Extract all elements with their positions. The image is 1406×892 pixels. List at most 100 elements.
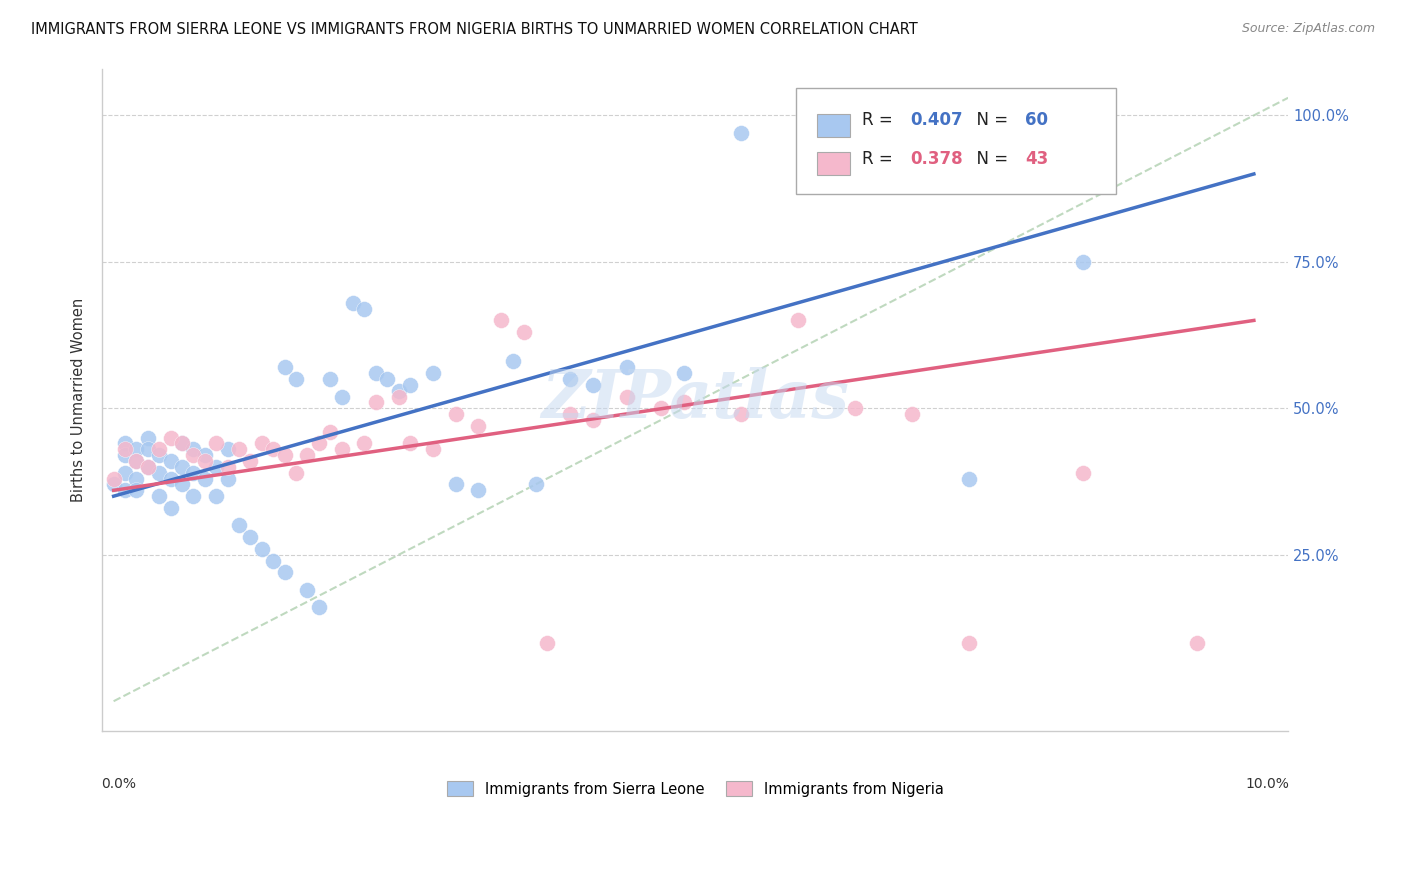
Point [513, 325, 536, 339]
Point [125, 472, 148, 486]
Point [217, 459, 239, 474]
Point [159, 500, 181, 515]
Point [388, 390, 411, 404]
Point [467, 483, 489, 498]
Text: ZIPatlas: ZIPatlas [541, 367, 849, 432]
Point [399, 436, 422, 450]
Point [330, 442, 353, 457]
Point [159, 454, 181, 468]
Point [239, 454, 262, 468]
Point [136, 431, 159, 445]
Point [558, 372, 581, 386]
Text: R =: R = [862, 150, 898, 168]
Point [581, 413, 603, 427]
Point [262, 553, 284, 567]
Point [308, 436, 330, 450]
Text: 43: 43 [1025, 150, 1047, 168]
Point [901, 407, 924, 421]
Point [114, 466, 136, 480]
Point [136, 459, 159, 474]
Point [308, 600, 330, 615]
Point [957, 472, 980, 486]
Point [319, 425, 342, 439]
FancyBboxPatch shape [817, 152, 851, 175]
Point [524, 477, 547, 491]
Legend: Immigrants from Sierra Leone, Immigrants from Nigeria: Immigrants from Sierra Leone, Immigrants… [440, 776, 949, 803]
Point [217, 442, 239, 457]
Point [114, 448, 136, 462]
Point [1071, 466, 1094, 480]
Point [125, 454, 148, 468]
Point [217, 472, 239, 486]
Point [558, 407, 581, 421]
Point [353, 436, 375, 450]
Point [136, 442, 159, 457]
Point [148, 448, 170, 462]
Point [491, 313, 513, 327]
Point [730, 126, 752, 140]
Point [125, 454, 148, 468]
Point [388, 384, 411, 398]
Point [125, 483, 148, 498]
Text: IMMIGRANTS FROM SIERRA LEONE VS IMMIGRANTS FROM NIGERIA BIRTHS TO UNMARRIED WOME: IMMIGRANTS FROM SIERRA LEONE VS IMMIGRAN… [31, 22, 918, 37]
Point [616, 390, 638, 404]
Point [536, 635, 558, 649]
Point [183, 489, 205, 503]
Text: 0.378: 0.378 [910, 150, 963, 168]
Text: Source: ZipAtlas.com: Source: ZipAtlas.com [1241, 22, 1375, 36]
Point [114, 436, 136, 450]
Point [262, 442, 284, 457]
FancyBboxPatch shape [817, 113, 851, 136]
Point [103, 472, 125, 486]
Point [159, 431, 181, 445]
Point [170, 459, 193, 474]
Point [364, 366, 387, 380]
Point [342, 296, 364, 310]
Point [114, 442, 136, 457]
Point [957, 635, 980, 649]
Point [250, 436, 273, 450]
Point [183, 442, 205, 457]
Point [650, 401, 672, 416]
Point [228, 518, 250, 533]
Text: 60: 60 [1025, 112, 1047, 129]
Point [194, 472, 217, 486]
Point [444, 477, 467, 491]
Point [170, 477, 193, 491]
Point [125, 442, 148, 457]
Point [581, 377, 603, 392]
Point [148, 489, 170, 503]
Text: 0.0%: 0.0% [101, 777, 136, 791]
Point [103, 477, 125, 491]
Point [170, 436, 193, 450]
Point [148, 442, 170, 457]
Point [297, 582, 319, 597]
Point [330, 390, 353, 404]
Point [353, 301, 375, 316]
Point [467, 418, 489, 433]
FancyBboxPatch shape [796, 88, 1116, 194]
Point [250, 541, 273, 556]
Point [672, 395, 695, 409]
Point [205, 459, 228, 474]
Point [285, 372, 308, 386]
Point [422, 366, 444, 380]
Point [364, 395, 387, 409]
Point [183, 466, 205, 480]
Point [319, 372, 342, 386]
Point [205, 489, 228, 503]
Point [285, 466, 308, 480]
Point [136, 459, 159, 474]
Point [159, 472, 181, 486]
Text: N =: N = [966, 112, 1012, 129]
Point [444, 407, 467, 421]
Text: 10.0%: 10.0% [1246, 777, 1289, 791]
Point [228, 442, 250, 457]
Point [194, 448, 217, 462]
Point [399, 377, 422, 392]
Point [239, 530, 262, 544]
Point [205, 436, 228, 450]
Point [273, 360, 295, 375]
Point [297, 448, 319, 462]
Point [422, 442, 444, 457]
